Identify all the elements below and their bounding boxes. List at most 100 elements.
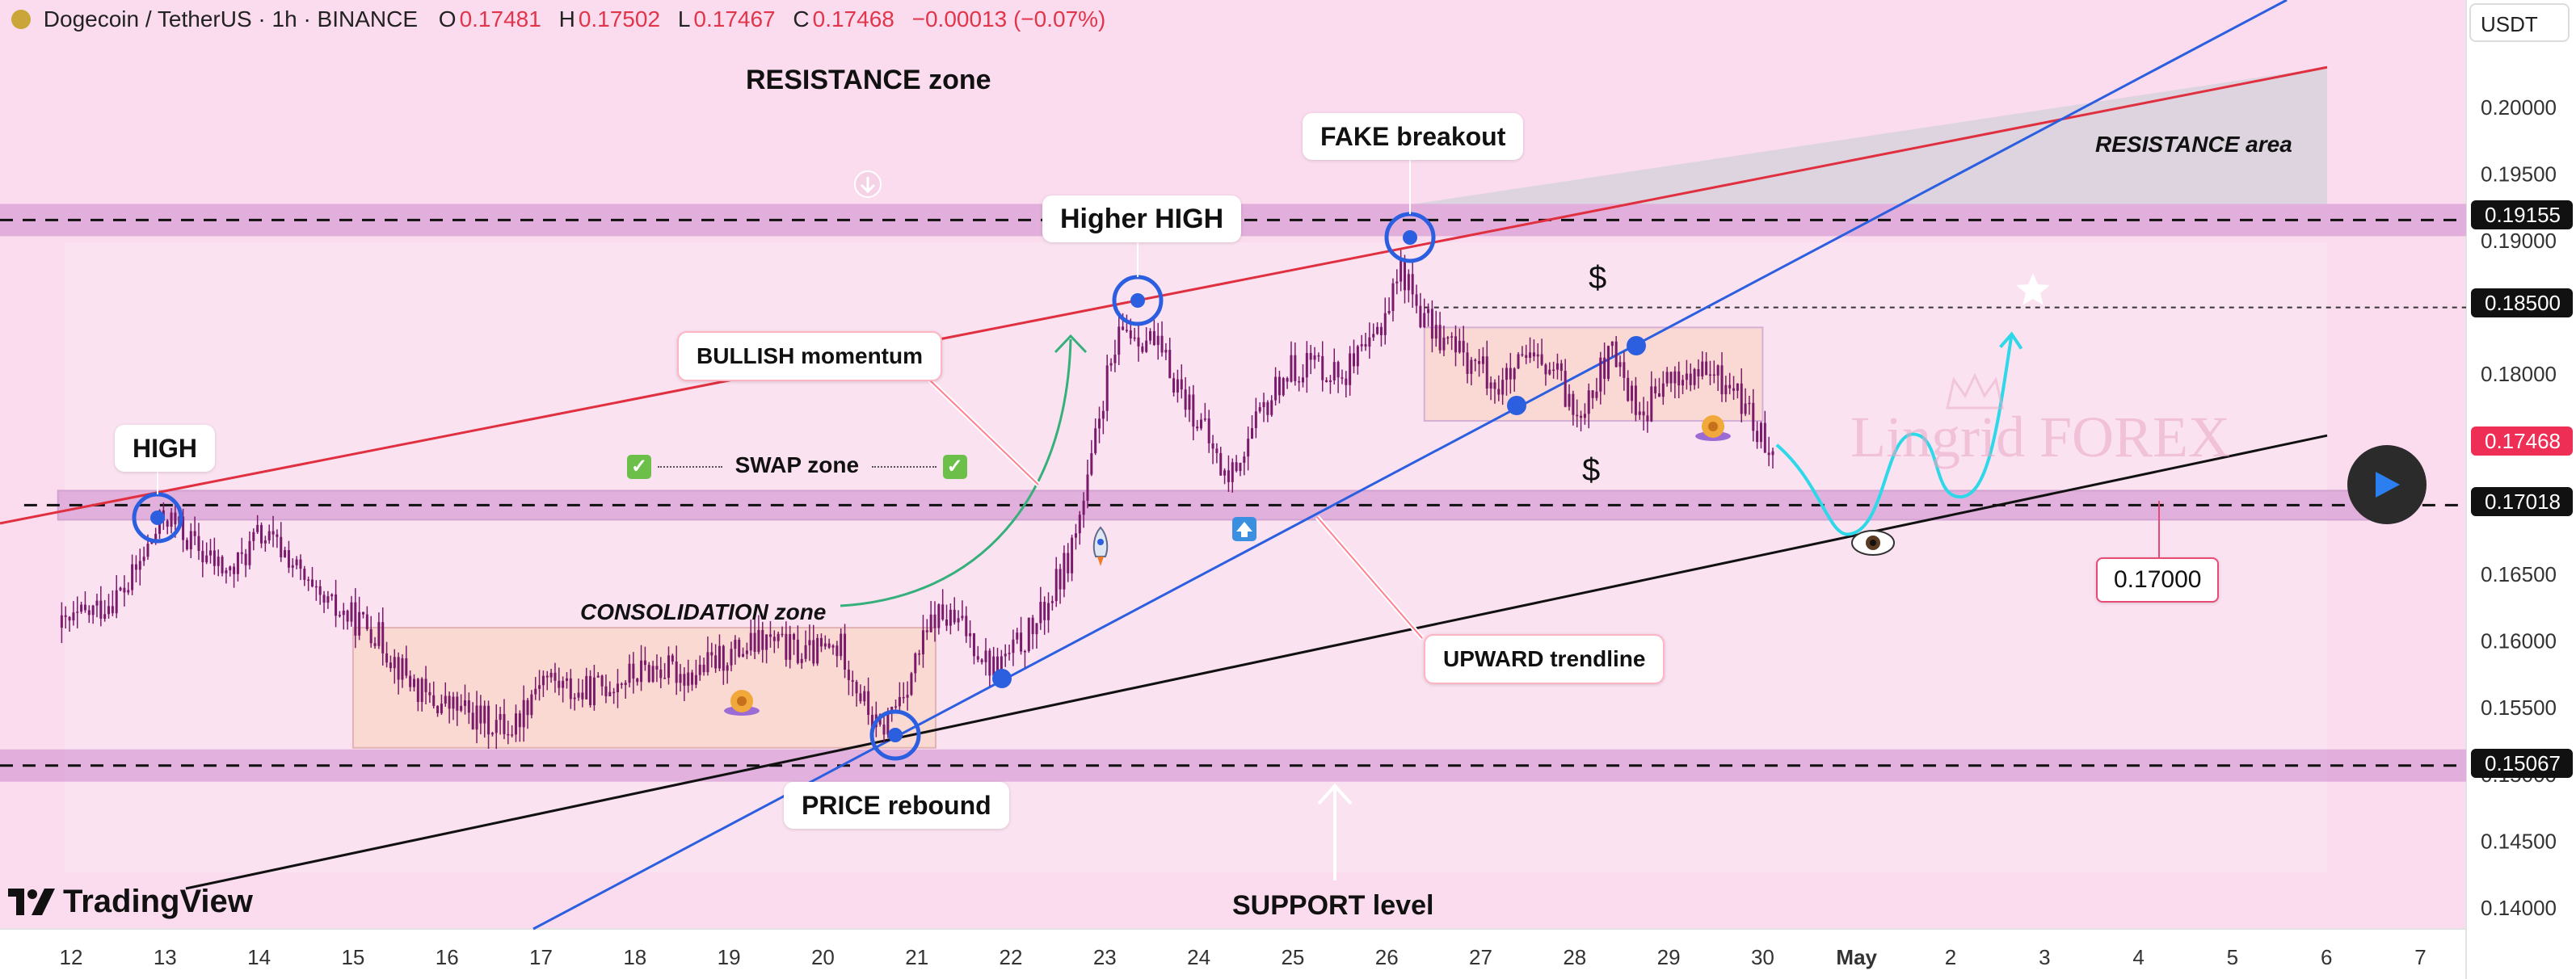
checkmark-icon: ✓: [627, 454, 651, 479]
candle-body: [663, 678, 667, 679]
support-level-label: SUPPORT level: [1232, 890, 1434, 921]
candle-body: [1555, 363, 1559, 370]
candle-body: [475, 705, 478, 730]
candle-body: [929, 614, 932, 632]
candle-body: [1505, 368, 1508, 380]
candle-body: [1740, 383, 1743, 414]
candle-body: [1211, 443, 1214, 449]
candle-body: [1219, 452, 1223, 476]
candle-body: [749, 632, 752, 651]
candle-body: [855, 682, 858, 694]
candle-body: [1572, 393, 1575, 415]
candle-body: [467, 700, 470, 713]
candle-body: [95, 600, 99, 606]
candle-body: [1627, 377, 1630, 401]
candle-body: [1771, 451, 1774, 456]
candle-body: [851, 679, 854, 683]
candle-body: [1478, 360, 1481, 364]
candle-body: [1016, 632, 1019, 640]
checkmark-icon: ✓: [942, 454, 967, 479]
candle-body: [706, 652, 709, 673]
symbol-title[interactable]: Dogecoin / TetherUS · 1h · BINANCE: [43, 6, 419, 32]
candle-body: [1610, 341, 1614, 347]
candle-body: [1332, 362, 1336, 380]
candle-body: [1458, 340, 1461, 353]
candle-body: [456, 696, 459, 711]
candle-body: [1383, 313, 1387, 335]
candle-body: [1614, 341, 1618, 368]
candle-body: [1364, 344, 1367, 347]
candle-body: [1349, 353, 1352, 385]
candle-body: [1525, 355, 1528, 359]
candle-body: [385, 653, 389, 663]
candle-body: [941, 604, 945, 620]
upward-trendline-label: UPWARD trendline: [1424, 634, 1665, 684]
candle-body: [1438, 325, 1442, 351]
candle-body: [303, 569, 306, 580]
candle-body: [554, 672, 557, 681]
candle-body: [1450, 336, 1454, 338]
candle-body: [894, 706, 898, 708]
candle-body: [233, 566, 236, 574]
candle-body: [87, 610, 90, 616]
support-trendline[interactable]: [185, 434, 2328, 890]
candle-body: [185, 540, 188, 550]
candle-body: [80, 604, 83, 612]
candle-body: [393, 657, 396, 669]
candle-body: [1682, 380, 1685, 386]
candle-body: [596, 675, 600, 678]
candle-body: [244, 553, 247, 565]
candle-body: [1360, 344, 1363, 347]
open-value: 0.17481: [459, 6, 541, 32]
candle-body: [1462, 340, 1465, 353]
candle-body: [847, 670, 850, 680]
candle-body: [271, 531, 275, 535]
candle-body: [1098, 418, 1101, 429]
time-tick-label: May: [1836, 945, 1877, 969]
candle-body: [174, 512, 177, 525]
candle-body: [1203, 418, 1206, 420]
candle-body: [299, 559, 302, 569]
candle-body: [1540, 354, 1543, 365]
candle-body: [1067, 553, 1070, 574]
candle-body: [793, 634, 796, 640]
resistance-trendline[interactable]: [0, 65, 2328, 525]
candle-body: [1509, 368, 1512, 380]
fake-breakout-label: FAKE breakout: [1303, 113, 1524, 160]
price-tag-target-text: 0.18500: [2485, 291, 2561, 315]
candle-body: [1141, 346, 1144, 352]
candle-body: [581, 692, 584, 700]
time-tick-label: 13: [154, 945, 177, 969]
candle-body: [361, 611, 364, 615]
candle-body: [1172, 378, 1176, 393]
candle-body: [1168, 350, 1172, 379]
candle-body: [1391, 283, 1395, 311]
candle-body: [1752, 402, 1755, 431]
candle-body: [1728, 384, 1732, 389]
candle-body: [1239, 462, 1242, 472]
candle-body: [1352, 353, 1355, 367]
candle-body: [569, 678, 572, 700]
candle-body: [1744, 403, 1747, 414]
candle-body: [972, 632, 975, 657]
candle-body: [1345, 378, 1348, 385]
candle-body: [898, 696, 901, 707]
candle-body: [1251, 428, 1254, 439]
candle-body: [785, 633, 788, 660]
time-scale-background: [0, 929, 2576, 979]
price-tick-label: 0.20000: [2481, 95, 2557, 120]
candle-body: [1485, 356, 1488, 389]
candle-body: [945, 619, 949, 626]
candle-body: [1223, 470, 1227, 476]
candle-body: [507, 733, 510, 736]
play-button[interactable]: [2347, 445, 2427, 524]
candle-body: [463, 700, 466, 706]
candle-body: [373, 643, 377, 646]
upward-trendline[interactable]: [532, 0, 2288, 931]
candle-body: [409, 675, 412, 687]
price-tick-label: 0.19500: [2481, 162, 2557, 186]
currency-button[interactable]: USDT: [2469, 3, 2570, 42]
candle-body: [1642, 411, 1645, 416]
candle-body: [111, 606, 114, 614]
